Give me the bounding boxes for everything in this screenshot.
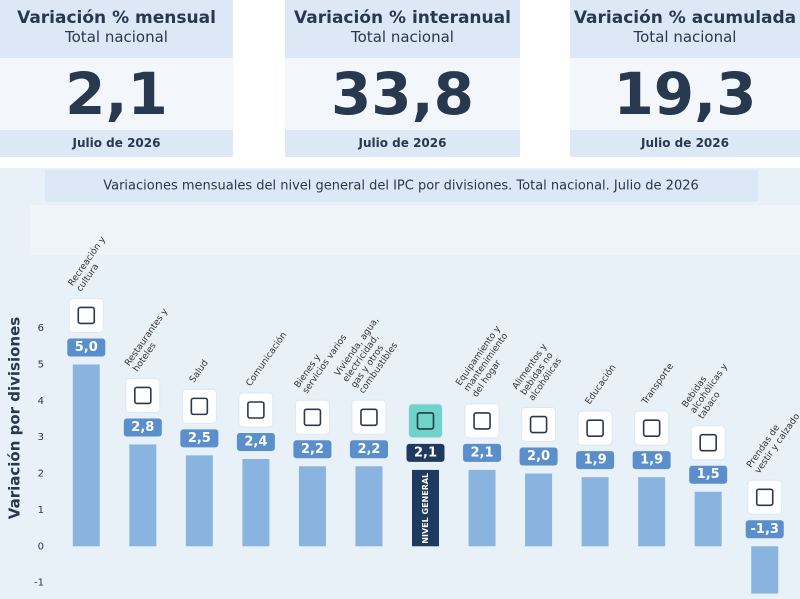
pattern-band: [30, 205, 800, 255]
chart-title: Variaciones mensuales del nivel general …: [103, 179, 699, 194]
icon: [182, 389, 216, 423]
bar: [582, 477, 609, 546]
icon: [691, 426, 725, 460]
value-label: 1,5: [697, 467, 720, 482]
kpi-card: Variación % acumulada Total nacional 19,3 J…: [570, 0, 800, 157]
y-tick-label: 2: [38, 469, 44, 480]
icon-glyph: [78, 307, 94, 323]
value-label: 2,2: [357, 442, 380, 457]
value-label-box: [463, 444, 501, 462]
value-label: 2,1: [471, 445, 494, 460]
card-title: Variación % acumulada: [573, 8, 797, 28]
icon: [69, 298, 103, 332]
value-label: -1,3: [751, 522, 779, 537]
y-tick-label: -1: [34, 578, 44, 589]
card-header: Variación % interanual Total nacional: [285, 0, 520, 58]
value-label: 5,0: [75, 340, 98, 355]
icon-glyph: [304, 409, 320, 425]
value-label-box: [180, 429, 218, 447]
icon: [126, 378, 160, 412]
bar: [751, 546, 778, 593]
card-title: Variación % interanual: [294, 8, 511, 28]
icon-glyph: [757, 489, 773, 505]
icon: [578, 411, 612, 445]
y-tick-label: 1: [38, 505, 44, 516]
icon-glyph: [644, 420, 660, 436]
value-label-box: [689, 466, 727, 484]
icon-glyph: [135, 387, 151, 403]
value-label: 2,1: [414, 445, 437, 460]
bar: [186, 455, 213, 546]
value-label-box: [407, 444, 445, 462]
bar: [469, 470, 496, 546]
bar: [73, 364, 100, 546]
value-label: 2,0: [527, 449, 550, 464]
icon: [239, 393, 273, 427]
value-label: 2,5: [188, 431, 211, 446]
icon-glyph: [474, 413, 490, 429]
icon: [465, 404, 499, 438]
icon-glyph: [361, 409, 377, 425]
value-label: 1,9: [584, 453, 607, 468]
card-subtitle: Total nacional: [633, 28, 737, 46]
icon: [522, 408, 556, 442]
card-value: 33,8: [330, 60, 475, 128]
value-label: 2,8: [131, 420, 154, 435]
y-tick-label: 3: [38, 432, 44, 443]
kpi-card: Variación % interanual Total nacional 33,8…: [285, 0, 520, 157]
icon: [295, 400, 329, 434]
y-tick-label: 6: [38, 323, 44, 334]
bar: [355, 466, 382, 546]
card-header: Variación % mensual Total nacional: [0, 0, 233, 58]
bar: [129, 444, 156, 546]
category-label: NIVEL GENERAL: [421, 473, 430, 544]
card-subtitle: Total nacional: [351, 28, 454, 46]
card-header: Variación % acumulada Total nacional: [570, 0, 800, 58]
y-tick-label: 0: [38, 541, 44, 552]
kpi-card: Variación % mensual Total nacional 2,1 Juli…: [0, 0, 233, 157]
icon-glyph: [531, 417, 547, 433]
icon-glyph: [700, 435, 716, 451]
bar: [695, 492, 722, 547]
value-label: 2,2: [301, 442, 324, 457]
bar: [242, 459, 269, 546]
card-date: Julio de 2026: [0, 130, 233, 157]
icon-glyph: [191, 398, 207, 414]
value-label-box: [124, 418, 162, 436]
y-axis-label: Variación por divisiones: [6, 317, 24, 519]
y-tick-label: 5: [38, 359, 44, 370]
value-label: 2,4: [244, 435, 267, 450]
bar: [638, 477, 665, 546]
value-label-box: [237, 433, 275, 451]
value-label-box: [576, 451, 614, 469]
value-label-box: [350, 440, 388, 458]
card-date: Julio de 2026: [570, 130, 800, 157]
icon-glyph: [418, 413, 434, 429]
card-value: 19,3: [613, 60, 757, 128]
card-value: 2,1: [65, 60, 168, 128]
icon: [748, 480, 782, 514]
bar: [525, 474, 552, 547]
title-banner: [45, 170, 758, 202]
value-label-box: [746, 520, 784, 538]
value-label-box: [633, 451, 671, 469]
value-label-box: [67, 338, 105, 356]
icon-glyph: [587, 420, 603, 436]
value-label-box: [520, 448, 558, 466]
value-label: 1,9: [640, 453, 663, 468]
card-date: Julio de 2026: [285, 130, 520, 157]
value-label-box: [293, 440, 331, 458]
card-subtitle: Total nacional: [65, 28, 168, 46]
bar: [299, 466, 326, 546]
card-title: Variación % mensual: [17, 8, 216, 28]
bar: [412, 470, 439, 546]
y-tick-label: 4: [38, 396, 44, 407]
icon-glyph: [248, 402, 264, 418]
icon: [409, 404, 443, 438]
icon: [352, 400, 386, 434]
icon: [635, 411, 669, 445]
